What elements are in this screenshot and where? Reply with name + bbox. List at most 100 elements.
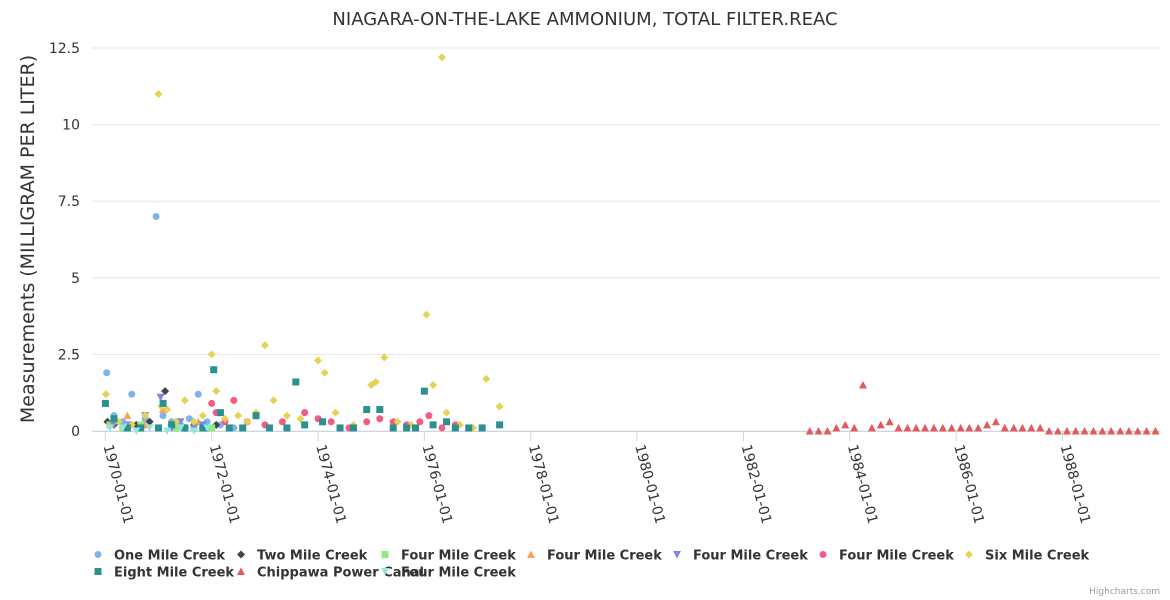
data-point[interactable] <box>1124 427 1133 435</box>
data-point[interactable] <box>296 414 305 423</box>
data-point[interactable] <box>974 423 983 432</box>
data-point[interactable] <box>331 408 340 417</box>
data-point[interactable] <box>495 402 504 411</box>
data-point[interactable] <box>1142 427 1151 435</box>
data-point[interactable] <box>496 421 504 429</box>
data-point[interactable] <box>1080 427 1089 435</box>
data-point[interactable] <box>301 409 309 417</box>
data-point[interactable] <box>921 423 930 432</box>
data-point[interactable] <box>156 393 165 402</box>
data-point[interactable] <box>438 424 446 432</box>
data-point[interactable] <box>850 423 859 432</box>
data-point[interactable] <box>110 415 118 423</box>
data-point[interactable] <box>451 424 459 432</box>
data-point[interactable] <box>416 418 424 426</box>
data-point[interactable] <box>319 418 327 426</box>
legend-symbol[interactable] <box>819 551 827 558</box>
data-point[interactable] <box>1071 427 1080 435</box>
data-point[interactable] <box>123 424 131 432</box>
data-point[interactable] <box>101 399 109 407</box>
data-point[interactable] <box>393 417 402 426</box>
data-point[interactable] <box>220 414 229 423</box>
legend-item[interactable]: Six Mile Creek <box>965 549 1090 564</box>
legend-symbol[interactable] <box>381 568 389 576</box>
data-point[interactable] <box>168 421 176 429</box>
data-point[interactable] <box>1045 427 1054 435</box>
data-point[interactable] <box>159 399 167 407</box>
data-point[interactable] <box>482 374 491 383</box>
data-point[interactable] <box>198 411 207 420</box>
legend-item[interactable]: Four Mile Creek <box>673 549 808 564</box>
data-point[interactable] <box>929 423 938 432</box>
data-point[interactable] <box>363 406 371 414</box>
data-point[interactable] <box>128 390 136 398</box>
legend-symbol[interactable] <box>381 551 389 558</box>
data-point[interactable] <box>403 424 411 432</box>
data-point[interactable] <box>965 423 974 432</box>
legend-label[interactable]: One Mile Creek <box>114 549 225 564</box>
data-point[interactable] <box>912 423 921 432</box>
data-point[interactable] <box>208 399 216 407</box>
legend-label[interactable]: Chippawa Power Canal <box>257 566 424 581</box>
legend-symbol[interactable] <box>237 567 245 576</box>
data-point[interactable] <box>155 424 163 432</box>
credits-link[interactable]: Highcharts.com <box>1089 587 1160 597</box>
data-point[interactable] <box>841 420 850 429</box>
data-point[interactable] <box>163 405 172 414</box>
legend-symbol[interactable] <box>965 550 973 559</box>
data-point[interactable] <box>380 353 389 362</box>
data-point[interactable] <box>154 89 163 98</box>
data-point[interactable] <box>314 356 323 365</box>
data-point[interactable] <box>189 427 198 436</box>
data-point[interactable] <box>947 423 956 432</box>
data-point[interactable] <box>252 412 260 420</box>
data-point[interactable] <box>199 424 207 432</box>
data-point[interactable] <box>442 418 450 426</box>
data-point[interactable] <box>269 396 278 405</box>
data-point[interactable] <box>260 341 269 350</box>
legend-label[interactable]: Four Mile Creek <box>693 549 808 564</box>
data-point[interactable] <box>859 381 868 389</box>
data-point[interactable] <box>1098 427 1107 435</box>
data-point[interactable] <box>189 417 198 426</box>
data-point[interactable] <box>212 387 221 396</box>
data-point[interactable] <box>194 390 202 398</box>
data-point[interactable] <box>1151 427 1160 435</box>
data-point[interactable] <box>478 424 486 432</box>
data-point[interactable] <box>105 424 114 432</box>
data-point[interactable] <box>425 412 433 420</box>
legend-label[interactable]: Eight Mile Creek <box>114 566 234 581</box>
data-point[interactable] <box>132 427 141 436</box>
data-point[interactable] <box>119 418 127 426</box>
data-point[interactable] <box>429 381 438 390</box>
legend-item[interactable]: Four Mile Creek <box>381 566 516 581</box>
data-point[interactable] <box>141 411 150 420</box>
data-point[interactable] <box>814 427 823 435</box>
data-point[interactable] <box>991 417 1000 426</box>
legend-symbol[interactable] <box>94 551 102 558</box>
data-point[interactable] <box>867 423 876 432</box>
legend-item[interactable]: Four Mile Creek <box>381 549 517 564</box>
data-point[interactable] <box>1009 423 1018 432</box>
data-point[interactable] <box>1018 423 1027 432</box>
data-point[interactable] <box>225 424 233 432</box>
legend-symbol[interactable] <box>527 550 535 559</box>
data-point[interactable] <box>230 396 238 404</box>
data-point[interactable] <box>161 387 170 396</box>
data-point[interactable] <box>176 424 185 432</box>
data-point[interactable] <box>282 411 291 420</box>
data-point[interactable] <box>203 424 212 432</box>
legend-label[interactable]: Four Mile Creek <box>839 549 954 564</box>
data-point[interactable] <box>1053 427 1062 435</box>
data-point[interactable] <box>145 424 154 432</box>
data-point[interactable] <box>437 53 446 62</box>
legend-label[interactable]: Two Mile Creek <box>257 549 368 564</box>
data-point[interactable] <box>389 418 397 426</box>
data-point[interactable] <box>123 411 132 420</box>
data-point[interactable] <box>292 378 300 386</box>
data-point[interactable] <box>420 387 428 395</box>
data-point[interactable] <box>1116 427 1125 435</box>
data-point[interactable] <box>176 418 185 426</box>
data-point[interactable] <box>1027 423 1036 432</box>
data-point[interactable] <box>243 417 252 426</box>
